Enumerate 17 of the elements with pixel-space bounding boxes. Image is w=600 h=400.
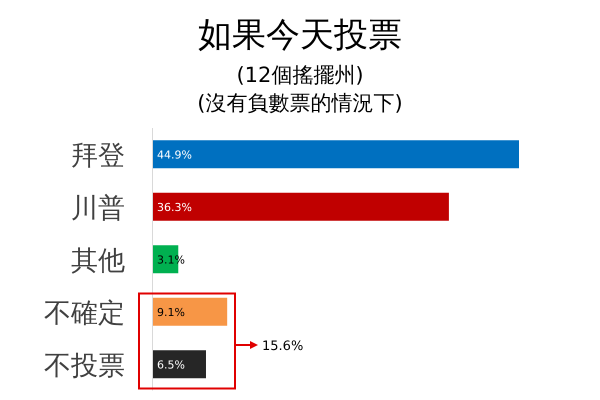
chart-subtitle: (12個搖擺州) [236, 63, 364, 87]
y-tick-label: 不確定 [44, 298, 125, 329]
data-label: 9.1% [157, 306, 185, 319]
data-label: 44.9% [157, 148, 192, 162]
bar [153, 140, 519, 168]
bar [153, 298, 228, 326]
chart-title: 如果今天投票 [198, 15, 402, 55]
bar [153, 350, 206, 378]
y-tick-label: 其他 [71, 245, 125, 276]
y-tick-label: 川普 [71, 192, 125, 224]
bar [153, 192, 449, 221]
annotation: 15.6% [262, 339, 304, 354]
data-label: 36.3% [157, 200, 192, 214]
y-tick-label: 拜登 [71, 140, 125, 172]
y-tick-label: 不投票 [44, 350, 125, 382]
text: (沒有負數票的情況下) [197, 91, 403, 115]
data-label: 6.5% [157, 358, 185, 372]
